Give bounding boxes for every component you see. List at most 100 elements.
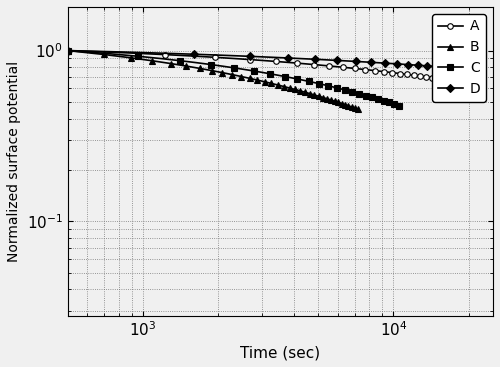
C [350,90,356,94]
C [321,83,327,87]
C [338,87,344,91]
C [380,99,386,103]
C [356,91,362,96]
B [342,102,348,107]
B [275,83,281,87]
B [100,52,106,57]
C [396,103,402,108]
C [208,62,214,67]
A [64,48,70,53]
C [330,85,336,89]
B [238,75,244,79]
Line: A: A [65,48,472,86]
Legend: A, B, C, D: A, B, C, D [432,14,486,102]
D [476,68,482,72]
B [262,80,268,84]
C [346,89,352,93]
C [232,66,237,70]
B [354,107,360,111]
B [332,99,338,103]
C [260,70,266,75]
B [297,89,303,93]
Line: B: B [65,48,360,112]
C [360,92,366,97]
D [347,59,353,63]
C [288,76,294,80]
C [383,99,389,104]
D [427,64,433,68]
C [353,91,359,95]
Line: C: C [65,48,402,108]
C [391,102,397,106]
C [135,54,141,58]
B [128,56,134,60]
B [281,84,287,89]
B [292,87,298,92]
B [348,105,354,109]
B [230,72,235,77]
B [286,86,292,90]
B [150,59,156,63]
C [316,81,322,86]
B [208,68,214,73]
C [268,72,274,76]
B [254,78,260,82]
C [342,88,348,92]
A [454,79,460,83]
C [158,57,164,61]
B [335,100,341,105]
C [106,51,112,56]
B [320,95,326,100]
B [246,76,252,80]
C [242,67,248,72]
C [178,58,184,63]
B [312,93,318,97]
A [362,68,368,72]
B [338,101,344,106]
C [194,61,200,65]
D [363,60,369,64]
C [64,48,70,53]
C [326,84,332,88]
D [64,48,70,53]
B [64,48,70,53]
C [388,101,394,105]
B [168,61,173,66]
X-axis label: Time (sec): Time (sec) [240,345,320,360]
C [366,94,372,99]
C [306,79,312,84]
B [196,66,202,70]
A [246,57,252,62]
A [319,63,325,68]
B [183,64,189,68]
C [369,95,375,99]
B [307,91,313,96]
B [352,106,358,110]
B [268,81,274,86]
A [464,81,470,85]
D [358,59,364,64]
C [275,73,281,77]
B [220,70,226,75]
C [334,86,340,90]
C [386,100,392,105]
D [334,58,340,63]
C [378,98,384,102]
B [328,98,334,102]
C [363,93,369,98]
C [251,69,257,73]
B [324,97,330,101]
C [300,78,306,83]
A [294,61,300,65]
B [316,94,322,98]
C [220,64,226,69]
C [372,96,378,101]
C [375,97,381,101]
D [294,56,300,61]
B [346,103,352,108]
B [302,90,308,94]
Line: D: D [65,48,482,73]
C [294,77,300,81]
C [311,80,317,85]
C [394,103,400,107]
